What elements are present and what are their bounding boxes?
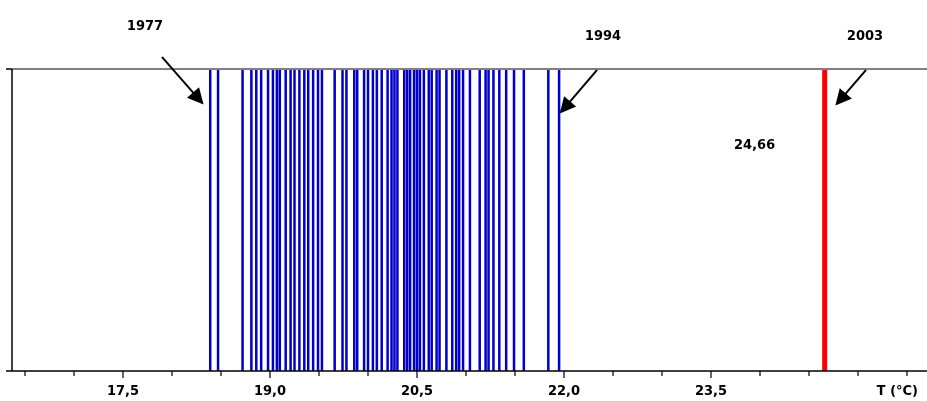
- temperature-bar: [435, 69, 438, 371]
- annotation-year-label: 2003: [847, 29, 883, 44]
- x-tick-label: 17,5: [107, 384, 139, 399]
- temperature-bar: [303, 69, 306, 371]
- annotation-year-label: 1994: [585, 29, 621, 44]
- temperature-bar: [353, 69, 356, 371]
- temperature-bar: [320, 69, 324, 371]
- temperature-bar: [289, 69, 292, 371]
- temperature-bar: [366, 69, 370, 371]
- temperature-bar: [468, 69, 472, 371]
- x-tick-label: 20,5: [401, 384, 433, 399]
- annotation-arrow: [835, 69, 867, 106]
- temperature-bar: [408, 69, 412, 371]
- temperature-bar: [380, 69, 383, 371]
- temperature-bar: [345, 69, 348, 371]
- temperature-bar: [333, 69, 336, 371]
- temperature-bar: [208, 69, 212, 371]
- temperature-bar: [316, 69, 320, 371]
- temperature-bar: [445, 69, 448, 371]
- temperature-bar: [461, 69, 465, 371]
- temperature-bar: [504, 69, 508, 371]
- temperature-bar: [255, 69, 258, 371]
- temperature-bar: [403, 69, 406, 371]
- temperature-bar: [341, 69, 344, 371]
- temperature-bar: [512, 69, 516, 371]
- temperature-bar: [484, 69, 487, 371]
- annotation-arrow: [161, 56, 204, 105]
- temperature-bar: [430, 69, 433, 371]
- temperature-bar: [457, 69, 461, 371]
- value-label: 24,66: [734, 138, 775, 153]
- temperature-bar: [498, 69, 501, 371]
- temperature-bar: [405, 69, 409, 371]
- temperature-bar: [278, 69, 282, 371]
- highlight-bar: [822, 69, 828, 371]
- temperature-bar: [284, 69, 287, 371]
- temperature-bar: [522, 69, 526, 371]
- temperature-bar: [371, 69, 375, 371]
- temperature-bar: [454, 69, 458, 371]
- temperature-bar: [547, 69, 550, 371]
- temperature-bar: [415, 69, 419, 371]
- temperature-bar: [298, 69, 301, 371]
- temperature-bar: [362, 69, 366, 371]
- temperature-bar: [412, 69, 416, 371]
- temperature-bar: [386, 69, 389, 371]
- temperature-bar: [355, 69, 359, 371]
- temperature-bar: [250, 69, 253, 371]
- temperature-bar: [557, 69, 561, 371]
- temperature-bar: [216, 69, 220, 371]
- temperature-bar: [306, 69, 310, 371]
- temperature-bar: [266, 69, 270, 371]
- temperature-bar: [418, 69, 422, 371]
- temperature-bar: [271, 69, 275, 371]
- x-tick-label: 22,0: [548, 384, 580, 399]
- annotation-year-label: 1977: [127, 19, 163, 34]
- temperature-bar: [259, 69, 263, 371]
- annotation-arrow: [559, 69, 598, 114]
- temperature-bar: [422, 69, 426, 371]
- temperature-bar: [293, 69, 296, 371]
- temperature-bar: [375, 69, 379, 371]
- temperature-bar: [311, 69, 315, 371]
- temperature-bar: [427, 69, 431, 371]
- temperature-bar: [390, 69, 393, 371]
- temperature-bar: [393, 69, 396, 371]
- temperature-bar: [438, 69, 441, 371]
- temperature-bar: [487, 69, 490, 371]
- temperature-bar: [275, 69, 279, 371]
- temperature-bar: [451, 69, 454, 371]
- x-tick-label: 23,5: [695, 384, 727, 399]
- temperature-bar: [396, 69, 399, 371]
- temperature-bar: [492, 69, 495, 371]
- x-axis-title: T (°C): [877, 384, 918, 399]
- temperature-bar: [478, 69, 481, 371]
- x-tick-label: 19,0: [254, 384, 286, 399]
- temperature-bar: [241, 69, 244, 371]
